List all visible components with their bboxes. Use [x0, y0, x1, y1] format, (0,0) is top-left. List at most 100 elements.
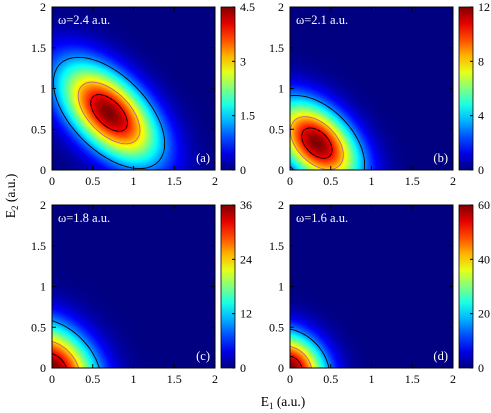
- x-tick-label: 0.5: [85, 174, 100, 188]
- colorbar-tick-label: 0: [478, 163, 484, 177]
- y-tick-label: 0: [40, 361, 46, 375]
- contour-lines: [290, 94, 366, 170]
- x-tick-label: 0.5: [323, 372, 338, 386]
- colorbar-tick-label: 0: [478, 361, 484, 375]
- y-tick-label: 2: [40, 198, 46, 212]
- contour-lines: [52, 56, 166, 170]
- x-tick-label: 0.5: [323, 174, 338, 188]
- colorbar-tick-label: 36: [240, 198, 252, 212]
- contour-line: [77, 81, 141, 145]
- colorbar-gradient: [458, 204, 474, 369]
- x-tick-label: 1: [369, 174, 375, 188]
- y-tick-label: 1.5: [31, 239, 46, 253]
- contour-line: [301, 127, 333, 159]
- x-tick-label: 2: [450, 174, 456, 188]
- panel-c: 0 0.5 1 1.5 2 0 0.5 1 1.5 2 ω=1.8 a.u. (c) 0 12 24 36: [31, 198, 252, 386]
- panel-label: (a): [196, 151, 210, 165]
- contour-line: [290, 94, 366, 170]
- panel-title: ω=2.4 a.u.: [58, 13, 110, 27]
- heatmap-image: [290, 205, 453, 368]
- contour-line: [290, 346, 313, 368]
- heatmap-image: [290, 7, 453, 170]
- x-tick-label: 2: [212, 372, 218, 386]
- contour-line: [52, 353, 67, 368]
- contour-line: [90, 94, 128, 132]
- colorbar-tick-label: 3: [240, 54, 246, 68]
- x-axis-title: E1 (a.u.): [261, 394, 306, 411]
- y-tick-label: 1: [40, 82, 46, 96]
- x-tick-label: 2: [450, 372, 456, 386]
- y-tick-label: 1: [278, 82, 284, 96]
- colorbar-tick-label: 4.5: [240, 0, 255, 14]
- x-tick-label: 0: [287, 174, 293, 188]
- colorbar-gradient: [220, 6, 236, 171]
- colorbar: 0 20 40 60: [458, 198, 490, 375]
- panel-title: ω=1.8 a.u.: [58, 211, 110, 225]
- x-tick-label: 1: [131, 372, 137, 386]
- panel-label: (c): [196, 349, 210, 363]
- colorbar-tick-label: 20: [478, 307, 490, 321]
- y-tick-label: 1: [40, 280, 46, 294]
- x-tick-label: 1.5: [405, 174, 420, 188]
- y-tick-label: 0.5: [31, 320, 46, 334]
- colorbar-tick-label: 12: [478, 0, 490, 14]
- y-tick-label: 0: [40, 163, 46, 177]
- x-tick-label: 1: [131, 174, 137, 188]
- x-tick-label: 0.5: [85, 372, 100, 386]
- colorbar-tick-label: 12: [240, 307, 252, 321]
- contour-line: [290, 355, 303, 368]
- panel-b: 0 0.5 1 1.5 2 0 0.5 1 1.5 2 ω=2.1 a.u. (b) 0 4 8 12: [269, 0, 490, 188]
- heatmap-image: [52, 7, 215, 170]
- y-tick-label: 2: [278, 198, 284, 212]
- colorbar-gradient: [220, 204, 236, 369]
- y-tick-label: 1.5: [269, 239, 284, 253]
- colorbar-tick-label: 40: [478, 252, 490, 266]
- panel-a: 0 0.5 1 1.5 2 0 0.5 1 1.5 2 ω=2.4 a.u. (a) 0 1.5 3 4.5: [31, 0, 255, 188]
- contour-lines: [52, 320, 100, 368]
- y-tick-label: 0: [278, 361, 284, 375]
- y-tick-label: 0.5: [31, 122, 46, 136]
- x-tick-label: 0: [49, 372, 55, 386]
- colorbar-tick-label: 4: [478, 109, 484, 123]
- x-tick-label: 1.5: [167, 372, 182, 386]
- y-tick-label: 0.5: [269, 122, 284, 136]
- y-tick-label: 2: [40, 0, 46, 14]
- y-tick-label: 2: [278, 0, 284, 14]
- x-tick-label: 2: [212, 174, 218, 188]
- x-tick-label: 1: [369, 372, 375, 386]
- y-tick-label: 0.5: [269, 320, 284, 334]
- colorbar-tick-label: 60: [478, 198, 490, 212]
- y-tick-label: 1.5: [31, 41, 46, 55]
- colorbar-tick-label: 8: [478, 54, 484, 68]
- colorbar: 0 4 8 12: [458, 0, 490, 177]
- colorbar-tick-label: 1.5: [240, 109, 255, 123]
- colorbar-tick-label: 0: [240, 361, 246, 375]
- colorbar-tick-label: 0: [240, 163, 246, 177]
- colorbar-gradient: [458, 6, 474, 171]
- colorbar-tick-label: 24: [240, 252, 252, 266]
- contour-lines: [290, 328, 330, 368]
- panel-title: ω=2.1 a.u.: [296, 13, 348, 27]
- contour-line: [52, 56, 166, 170]
- contour-line: [290, 116, 344, 170]
- contour-line: [52, 320, 100, 368]
- panel-title: ω=1.6 a.u.: [296, 211, 348, 225]
- y-tick-label: 1: [278, 280, 284, 294]
- panel-label: (b): [433, 151, 448, 165]
- colorbar: 0 1.5 3 4.5: [220, 0, 255, 177]
- x-tick-label: 0: [287, 372, 293, 386]
- y-tick-label: 0: [278, 163, 284, 177]
- y-axis-title: E2 (a.u.): [3, 174, 20, 219]
- x-tick-label: 0: [49, 174, 55, 188]
- heatmap-image: [52, 205, 215, 368]
- y-tick-label: 1.5: [269, 41, 284, 55]
- colorbar: 0 12 24 36: [220, 198, 252, 375]
- x-tick-label: 1.5: [405, 372, 420, 386]
- panel-label: (d): [433, 349, 448, 363]
- contour-line: [290, 328, 330, 368]
- contour-line: [52, 340, 80, 368]
- x-tick-label: 1.5: [167, 174, 182, 188]
